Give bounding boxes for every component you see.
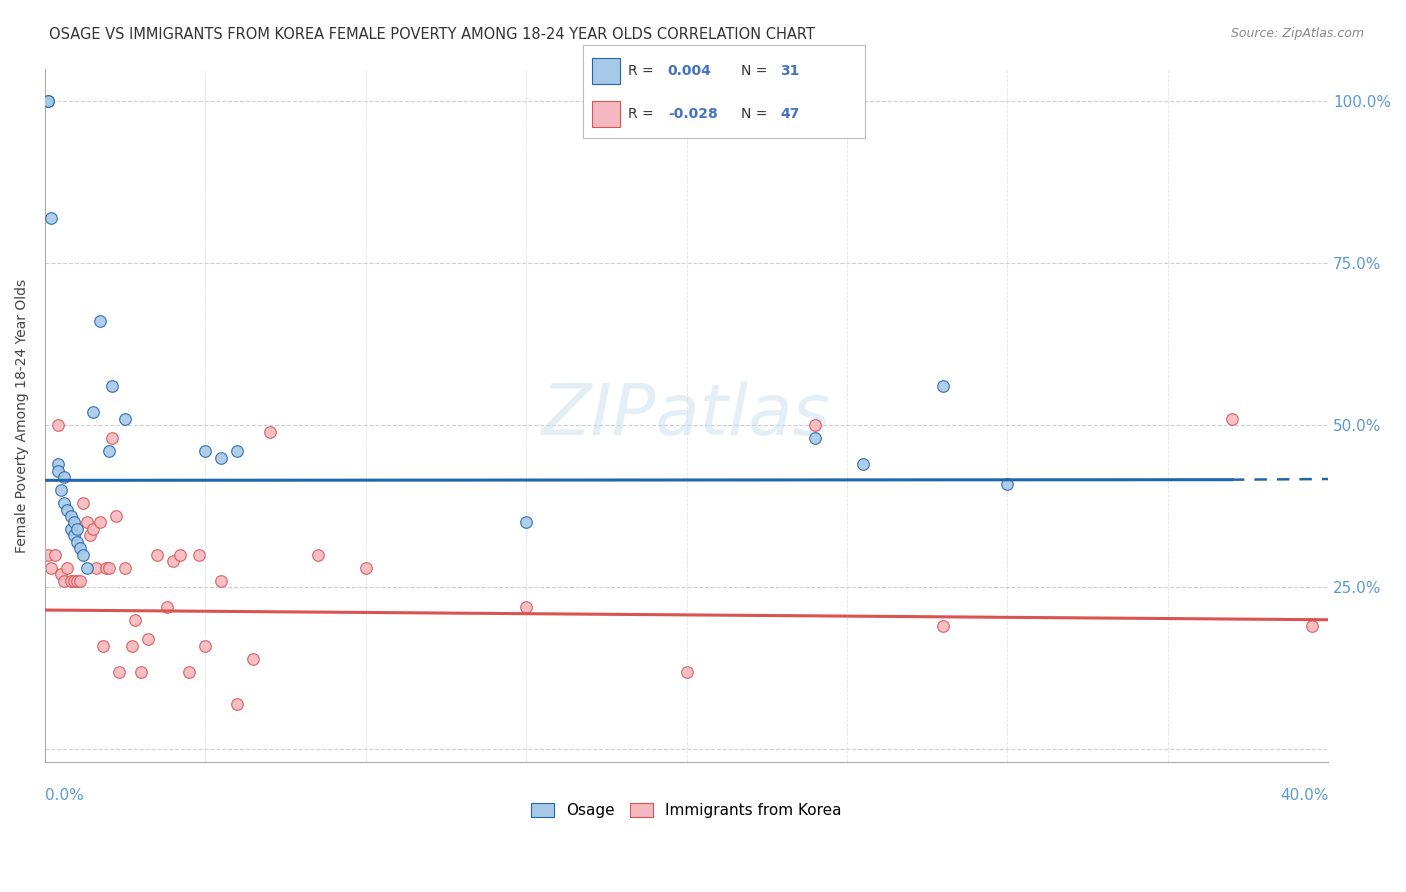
- Point: [121, 639, 143, 653]
- Point: [56, 561, 79, 575]
- Point: [56, 502, 79, 516]
- Text: Source: ZipAtlas.com: Source: ZipAtlas.com: [1230, 27, 1364, 40]
- Legend: Osage, Immigrants from Korea: Osage, Immigrants from Korea: [524, 797, 848, 824]
- Point: [49, 567, 72, 582]
- Text: 40.0%: 40.0%: [1279, 789, 1329, 804]
- Point: [226, 697, 249, 711]
- Point: [804, 431, 827, 445]
- Point: [37, 94, 59, 108]
- Point: [53, 470, 76, 484]
- Point: [89, 314, 111, 328]
- Point: [194, 639, 217, 653]
- Point: [46, 418, 69, 433]
- Point: [259, 425, 281, 439]
- Point: [169, 548, 191, 562]
- Text: 47: 47: [780, 107, 800, 121]
- Point: [46, 464, 69, 478]
- FancyBboxPatch shape: [592, 58, 620, 84]
- Point: [114, 561, 136, 575]
- Point: [46, 457, 69, 471]
- Point: [44, 548, 66, 562]
- Point: [188, 548, 211, 562]
- Point: [515, 599, 537, 614]
- Point: [226, 444, 249, 458]
- Point: [79, 528, 101, 542]
- Point: [101, 379, 124, 393]
- Text: -0.028: -0.028: [668, 107, 717, 121]
- Point: [63, 516, 86, 530]
- Point: [307, 548, 329, 562]
- Text: N =: N =: [741, 64, 772, 78]
- Text: ZIPatlas: ZIPatlas: [543, 381, 831, 450]
- Point: [49, 483, 72, 497]
- Point: [82, 405, 104, 419]
- Point: [69, 574, 91, 588]
- Point: [101, 431, 124, 445]
- Point: [53, 574, 76, 588]
- Point: [675, 665, 697, 679]
- Point: [63, 574, 86, 588]
- Point: [146, 548, 169, 562]
- Point: [932, 379, 955, 393]
- Text: R =: R =: [628, 64, 658, 78]
- Point: [129, 665, 152, 679]
- Point: [59, 522, 82, 536]
- Point: [209, 574, 232, 588]
- Point: [209, 450, 232, 465]
- Point: [82, 522, 104, 536]
- Point: [89, 516, 111, 530]
- Point: [76, 561, 98, 575]
- Point: [242, 651, 264, 665]
- Point: [41, 211, 63, 225]
- Text: N =: N =: [741, 107, 772, 121]
- Point: [98, 444, 121, 458]
- Point: [104, 508, 127, 523]
- Point: [98, 561, 121, 575]
- Point: [94, 561, 117, 575]
- Point: [91, 639, 114, 653]
- Point: [852, 457, 875, 471]
- Point: [136, 632, 159, 647]
- Point: [1301, 619, 1323, 633]
- Point: [53, 496, 76, 510]
- Point: [66, 522, 89, 536]
- Point: [1220, 411, 1243, 425]
- Text: OSAGE VS IMMIGRANTS FROM KOREA FEMALE POVERTY AMONG 18-24 YEAR OLDS CORRELATION : OSAGE VS IMMIGRANTS FROM KOREA FEMALE PO…: [49, 27, 815, 42]
- Text: 31: 31: [780, 64, 800, 78]
- Point: [124, 613, 146, 627]
- FancyBboxPatch shape: [592, 101, 620, 127]
- Point: [72, 548, 94, 562]
- Point: [995, 476, 1018, 491]
- Point: [66, 574, 89, 588]
- Point: [63, 528, 86, 542]
- Point: [72, 496, 94, 510]
- Point: [162, 554, 184, 568]
- Point: [804, 418, 827, 433]
- Point: [156, 599, 179, 614]
- Point: [354, 561, 377, 575]
- Point: [41, 561, 63, 575]
- Text: 0.0%: 0.0%: [45, 789, 84, 804]
- Point: [194, 444, 217, 458]
- Point: [107, 665, 129, 679]
- Text: R =: R =: [628, 107, 658, 121]
- Point: [179, 665, 201, 679]
- Point: [932, 619, 955, 633]
- Text: 0.004: 0.004: [668, 64, 711, 78]
- Point: [114, 411, 136, 425]
- Point: [84, 561, 107, 575]
- Point: [515, 516, 537, 530]
- Point: [76, 516, 98, 530]
- Point: [59, 508, 82, 523]
- Point: [37, 548, 59, 562]
- Point: [37, 94, 59, 108]
- Point: [69, 541, 91, 556]
- Point: [59, 574, 82, 588]
- Point: [66, 535, 89, 549]
- Y-axis label: Female Poverty Among 18-24 Year Olds: Female Poverty Among 18-24 Year Olds: [15, 278, 30, 552]
